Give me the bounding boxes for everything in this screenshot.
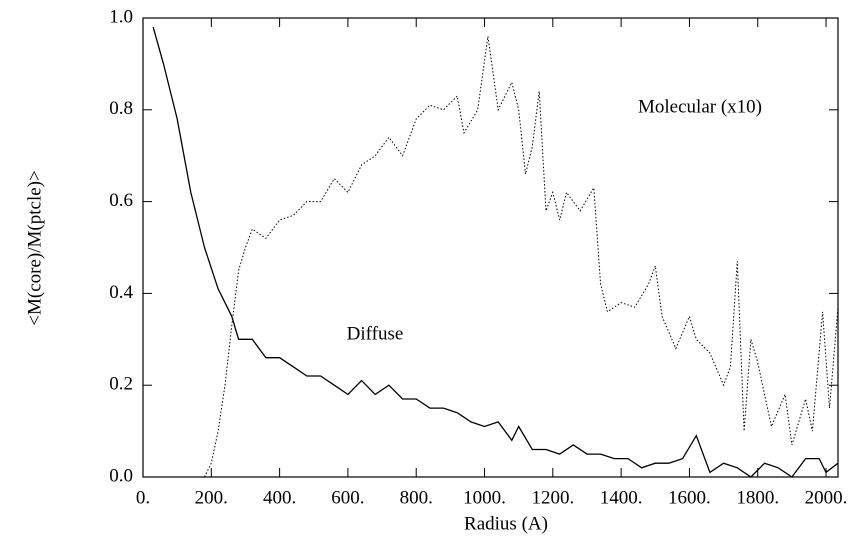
x-tick-label: 800. (400, 487, 433, 508)
x-tick-label: 400. (263, 487, 296, 508)
x-tick-label: 1000. (463, 487, 506, 508)
x-tick-label: 0. (136, 487, 150, 508)
x-tick-label: 1400. (600, 487, 643, 508)
x-axis-label: Radius (A) (464, 513, 548, 534)
data-line (152, 27, 839, 478)
series-label: Molecular (x10) (638, 96, 762, 117)
x-tick-label: 1800. (736, 487, 779, 508)
y-tick-label: 0.2 (109, 374, 133, 395)
y-tick-label: 0.8 (109, 98, 133, 119)
x-tick-label: 1200. (531, 487, 574, 508)
y-tick-label: 1.0 (109, 6, 133, 27)
y-tick-label: 0.6 (109, 190, 133, 211)
y-tick-label: 0.0 (109, 465, 133, 486)
y-tick-label: 0.4 (109, 282, 133, 303)
x-tick-label: 1600. (668, 487, 711, 508)
series-label: Diffuse (347, 323, 404, 344)
x-tick-label: 2000. (805, 487, 848, 508)
x-tick-label: 200. (195, 487, 228, 508)
x-tick-label: 600. (331, 487, 364, 508)
y-axis-label: <M(core)/M(ptcle)> (24, 170, 45, 325)
plot-frame (142, 17, 839, 478)
